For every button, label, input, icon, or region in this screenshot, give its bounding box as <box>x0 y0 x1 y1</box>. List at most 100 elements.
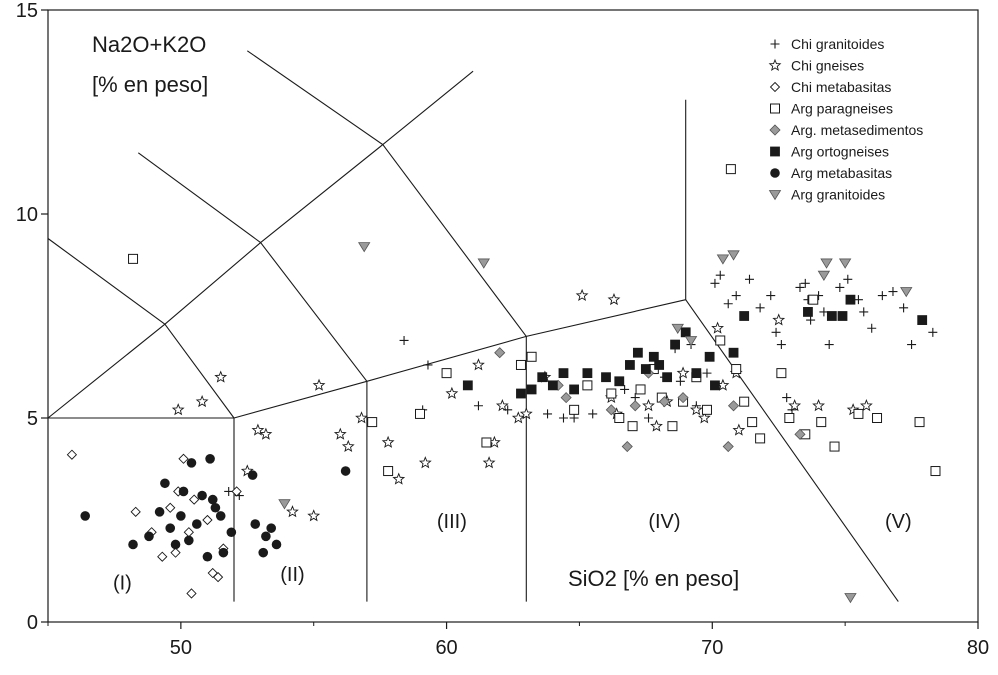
data-point-square <box>627 421 638 432</box>
data-point-square <box>776 368 787 379</box>
data-point-circle <box>207 494 218 505</box>
data-point-circle <box>192 519 202 529</box>
data-point-gray-diamond <box>677 392 689 404</box>
data-point-filled-square <box>537 372 548 383</box>
y-tick-label: 0 <box>27 612 38 634</box>
data-point-triangle-down <box>671 323 684 335</box>
data-point-gray-diamond <box>794 428 806 440</box>
data-point-star <box>650 419 663 432</box>
legend-marker-plus <box>770 39 780 49</box>
data-point-triangle-down <box>727 250 740 261</box>
data-point-square <box>930 466 941 477</box>
data-point-filled-square <box>462 380 473 391</box>
data-point-star <box>312 378 326 391</box>
data-point-plus <box>819 307 829 317</box>
legend-marker-gray-diamond <box>769 124 781 136</box>
data-point-plus <box>800 278 810 288</box>
legend-entry-label: Arg granitoides <box>791 187 885 203</box>
data-point-filled-square <box>662 372 673 383</box>
legend-entry-label: Chi metabasitas <box>791 79 891 95</box>
data-point-gray-diamond <box>722 440 734 453</box>
data-point-star <box>259 427 273 440</box>
region-label: (III) <box>437 511 467 533</box>
data-point-gray-diamond <box>727 400 740 412</box>
data-point-circle <box>205 454 215 464</box>
data-point-plus <box>543 409 553 419</box>
data-point-circle <box>165 523 176 533</box>
data-point-circle <box>186 458 197 468</box>
region-label: (II) <box>280 564 304 586</box>
data-point-diamond <box>212 571 224 583</box>
data-point-square <box>415 408 425 419</box>
data-point-triangle-down <box>684 336 698 347</box>
data-points <box>66 164 941 604</box>
data-point-filled-square <box>826 311 837 321</box>
data-point-circle <box>247 470 258 480</box>
data-point-star <box>812 399 825 412</box>
data-point-diamond <box>157 551 168 562</box>
data-point-filled-square <box>625 360 635 370</box>
data-point-filled-square <box>739 311 750 321</box>
data-point-triangle-down <box>838 258 852 269</box>
data-point-square <box>829 441 840 452</box>
data-point-square <box>441 368 452 379</box>
data-point-plus <box>715 270 725 280</box>
legend-entry-label: Chi granitoides <box>791 36 884 52</box>
data-point-filled-square <box>526 384 537 395</box>
data-point-filled-square <box>640 364 651 374</box>
region-labels: (I) (II) (III) (IV) (V) <box>113 511 912 594</box>
data-point-star <box>286 505 299 518</box>
data-point-filled-square <box>654 360 665 370</box>
data-point-filled-square <box>582 368 593 379</box>
data-point-triangle-down <box>820 258 833 269</box>
data-point-star <box>171 403 185 416</box>
data-point-circle <box>184 535 194 546</box>
data-point-star <box>860 399 873 412</box>
legend-marker-star <box>768 58 782 71</box>
legend-entry-label: Chi gneises <box>791 58 864 74</box>
data-point-square <box>731 364 742 375</box>
legend-marker-diamond <box>769 81 781 93</box>
data-point-circle <box>176 511 186 521</box>
data-point-plus <box>558 413 568 423</box>
data-point-circle <box>80 511 90 521</box>
y-tick-label: 10 <box>16 204 38 226</box>
data-point-plus <box>907 340 917 350</box>
data-point-filled-square <box>704 351 715 362</box>
data-point-triangle-down <box>817 270 831 281</box>
data-point-filled-square <box>670 339 680 350</box>
boundary-line-10 <box>137 152 261 244</box>
y-axis-label-line2: [% en peso] <box>92 72 208 97</box>
data-point-triangle-down <box>716 254 730 265</box>
legend-marker-triangle-down <box>768 190 782 201</box>
data-point-plus <box>824 340 834 350</box>
boundary-line-6 <box>685 299 899 602</box>
data-point-filled-square <box>691 368 702 379</box>
data-point-plus <box>782 393 792 403</box>
data-point-square <box>715 335 726 346</box>
data-point-square <box>614 413 625 423</box>
data-point-star <box>333 427 347 440</box>
data-point-star <box>307 509 321 522</box>
data-point-circle <box>266 523 277 533</box>
data-point-circle <box>261 531 271 542</box>
region-label: (V) <box>885 511 912 533</box>
data-point-triangle-down <box>477 258 490 269</box>
data-point-diamond <box>178 453 189 464</box>
data-point-gray-diamond <box>629 400 641 412</box>
data-point-plus <box>723 299 733 309</box>
data-point-square <box>526 351 537 362</box>
data-point-plus <box>744 274 754 284</box>
data-point-circle <box>210 502 221 513</box>
data-point-star <box>251 423 265 436</box>
data-point-diamond <box>202 514 213 526</box>
data-point-square <box>701 404 712 415</box>
data-point-circle <box>271 539 282 550</box>
data-point-plus <box>569 413 579 423</box>
data-point-plus <box>899 303 909 313</box>
data-point-plus <box>588 409 598 419</box>
data-point-filled-square <box>569 384 580 395</box>
data-point-plus <box>867 323 877 333</box>
boundary-line-2 <box>233 299 686 419</box>
